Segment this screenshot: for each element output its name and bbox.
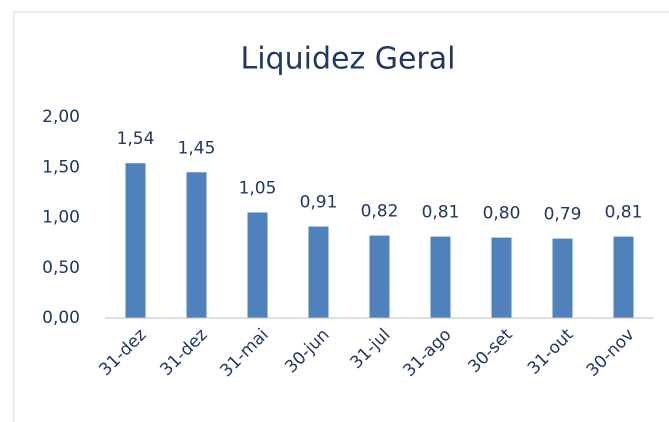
value-label: 0,79 [544,205,582,225]
bar [308,226,329,318]
bar [186,172,207,318]
value-label: 0,91 [300,193,338,213]
bar [491,237,512,318]
bar [613,236,634,318]
chart-frame [13,11,669,422]
value-label: 0,81 [605,203,643,223]
value-label: 0,82 [361,202,399,222]
value-label: 0,81 [422,203,460,223]
bar [247,212,268,318]
value-label: 1,05 [239,178,277,198]
bar [552,238,573,318]
y-tick-label: 2,00 [42,107,80,127]
value-label: 1,45 [178,138,216,158]
y-tick-label: 1,50 [42,157,80,177]
value-label: 1,54 [117,129,155,149]
y-tick-label: 1,00 [42,208,80,228]
bar [125,163,146,318]
y-tick-label: 0,50 [42,258,80,278]
value-label: 0,80 [483,204,521,224]
chart-title: Liquidez Geral [241,42,456,77]
bar [369,235,390,318]
bar [430,236,451,318]
y-tick-label: 0,00 [42,308,80,328]
